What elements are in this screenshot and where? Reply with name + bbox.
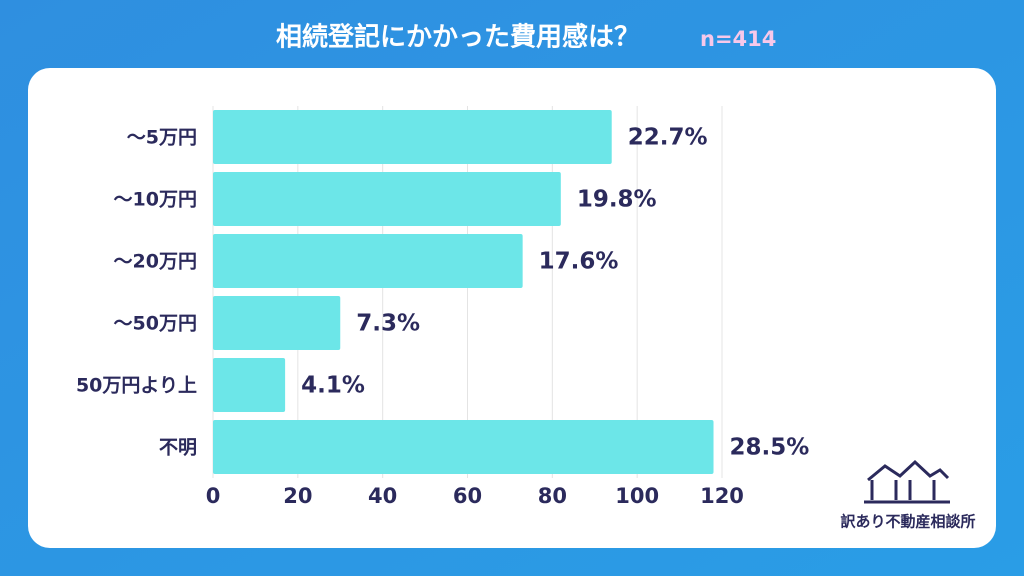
x-tick-label: 20 — [283, 484, 312, 508]
y-tick-label: 不明 — [159, 437, 197, 459]
value-label: 17.6% — [539, 249, 619, 275]
x-tick-label: 80 — [538, 484, 567, 508]
value-label: 7.3% — [356, 311, 420, 337]
plot-area: 0 20 40 60 80 100 120 〜5万円 22.7% 〜10万円 19.8% 〜20万円 1… — [76, 106, 809, 508]
bar — [213, 420, 714, 474]
y-tick-label: 〜5万円 — [127, 127, 197, 149]
value-label: 28.5% — [730, 435, 810, 461]
sample-size: n=414 — [700, 27, 776, 51]
bar — [213, 296, 341, 350]
bar — [213, 358, 286, 412]
value-label: 19.8% — [577, 187, 657, 213]
value-label: 22.7% — [628, 125, 708, 151]
value-label: 4.1% — [301, 373, 365, 399]
logo-roof — [867, 459, 950, 482]
logo-house — [864, 480, 950, 504]
x-tick-label: 120 — [700, 484, 744, 508]
y-tick-label: 〜50万円 — [114, 313, 197, 335]
logo-text: 訳あり不動産相談所 — [840, 513, 975, 531]
bar — [213, 234, 523, 288]
x-tick-label: 0 — [206, 484, 221, 508]
logo — [864, 459, 950, 504]
y-tick-label: 〜10万円 — [114, 189, 197, 211]
bar — [213, 172, 561, 226]
x-tick-label: 60 — [453, 484, 482, 508]
x-tick-label: 40 — [368, 484, 397, 508]
x-tick-label: 100 — [615, 484, 659, 508]
y-tick-label: 〜20万円 — [114, 251, 197, 273]
bar — [213, 110, 612, 164]
y-tick-label: 50万円より上 — [76, 375, 197, 397]
chart-title: 相続登記にかかった費用感は？ — [276, 22, 640, 53]
